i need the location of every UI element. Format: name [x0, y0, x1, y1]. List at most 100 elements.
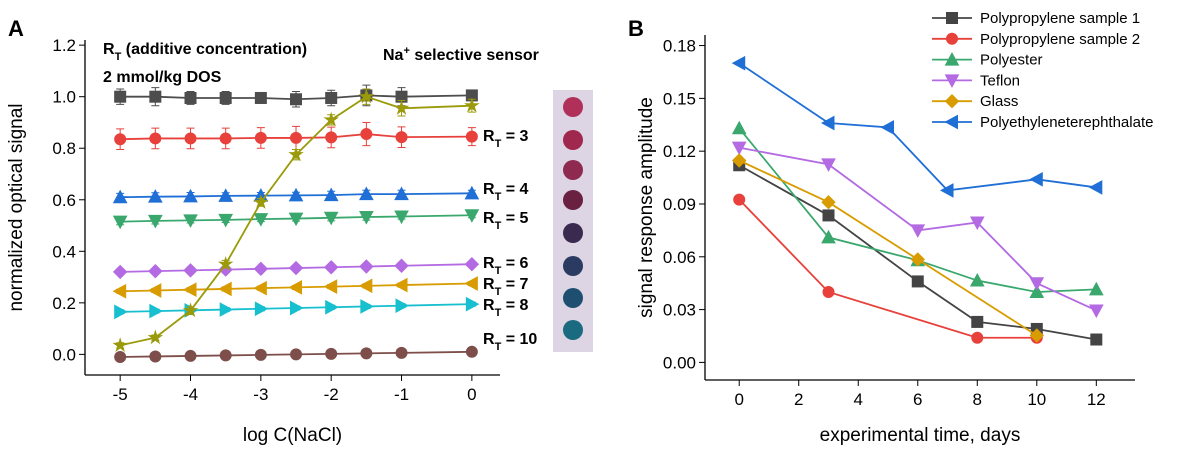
marker	[325, 131, 338, 144]
series-line	[120, 350, 472, 358]
y-tick-label: 0.6	[52, 191, 76, 210]
label-part: T	[495, 286, 502, 298]
marker	[1088, 180, 1103, 195]
marker	[910, 252, 925, 267]
y-tick-label: 0.0	[52, 345, 76, 364]
marker	[254, 131, 267, 144]
marker	[820, 115, 835, 131]
marker	[253, 261, 269, 277]
photo-spot	[563, 97, 583, 117]
marker	[149, 350, 162, 363]
label-part: T	[495, 265, 502, 277]
marker	[394, 258, 409, 273]
marker	[218, 213, 234, 228]
x-tick-label: -1	[394, 385, 409, 404]
marker	[114, 133, 127, 146]
series-line	[120, 303, 472, 313]
rich-label: RT = 4	[483, 181, 529, 203]
y-tick-label: 0.12	[663, 142, 696, 161]
marker	[149, 90, 162, 103]
marker	[731, 120, 747, 135]
label-part: R	[483, 276, 495, 293]
marker	[288, 146, 304, 162]
marker	[112, 283, 127, 299]
marker	[182, 282, 197, 298]
label-part: Na	[383, 47, 404, 64]
photo-spot	[563, 160, 583, 180]
marker	[358, 278, 373, 294]
marker	[969, 216, 985, 231]
marker	[147, 329, 164, 345]
marker	[112, 189, 128, 204]
marker	[254, 301, 269, 317]
marker	[325, 91, 338, 104]
marker	[253, 194, 269, 209]
panel-letter: A	[8, 16, 24, 41]
label-part: T	[495, 138, 502, 150]
label-part: (additive concentration)	[121, 41, 307, 58]
marker	[465, 345, 478, 358]
label-part: T	[115, 51, 122, 63]
photo-spot	[563, 223, 583, 243]
marker	[360, 128, 373, 141]
label-part: = 10	[501, 331, 537, 348]
marker	[183, 188, 198, 203]
x-tick-label: 2	[794, 390, 803, 409]
x-tick-label: 4	[854, 390, 863, 409]
sensor-photo	[553, 90, 593, 352]
label-part: T	[495, 307, 502, 319]
marker	[112, 337, 128, 352]
rich-label: RT = 6	[483, 255, 529, 277]
label-part: = 7	[501, 276, 528, 293]
marker	[464, 185, 480, 200]
label-part: R	[483, 210, 495, 227]
marker	[880, 120, 895, 135]
rich-label: Na+ selective sensor	[383, 45, 539, 64]
marker	[114, 304, 128, 320]
marker	[395, 131, 408, 144]
x-tick-label: -2	[324, 385, 339, 404]
panel-letter: B	[628, 16, 644, 41]
y-axis-title: normalized optical signal	[6, 103, 27, 311]
marker	[253, 280, 267, 296]
marker	[323, 187, 339, 202]
series-line	[738, 62, 1097, 192]
marker	[360, 299, 374, 314]
marker	[465, 296, 480, 312]
series-line	[738, 127, 1097, 293]
legend-marker	[944, 93, 960, 109]
label-part: 2 mmol/kg DOS	[103, 69, 222, 86]
series-line	[738, 198, 1037, 339]
label-part: T	[495, 191, 502, 203]
marker	[464, 209, 480, 223]
x-tick-label: -4	[183, 385, 198, 404]
y-tick-label: 0.15	[663, 89, 696, 108]
marker	[464, 97, 480, 113]
marker	[733, 193, 746, 206]
marker	[394, 210, 409, 225]
legend-marker	[946, 12, 958, 24]
y-tick-label: 0.03	[663, 301, 696, 320]
rich-label: 2 mmol/kg DOS	[103, 69, 222, 86]
marker	[393, 100, 410, 115]
marker	[465, 130, 478, 143]
marker	[147, 283, 162, 298]
marker	[1029, 328, 1045, 343]
marker	[464, 256, 480, 272]
marker	[149, 303, 163, 319]
marker	[183, 214, 198, 228]
rich-label: RT = 10	[483, 331, 537, 353]
x-tick-label: 12	[1087, 390, 1106, 409]
marker	[112, 264, 128, 280]
marker	[217, 256, 234, 271]
marker	[393, 277, 408, 293]
legend-label: Polypropylene sample 1	[980, 10, 1140, 27]
series-line	[120, 94, 472, 101]
marker	[910, 224, 926, 238]
y-tick-label: 0.18	[663, 37, 696, 56]
legend-label: Teflon	[980, 72, 1020, 89]
marker	[1088, 304, 1104, 319]
legend-marker	[946, 32, 958, 45]
legend-label: Polypropylene sample 2	[980, 31, 1140, 48]
label-part: R	[483, 331, 495, 348]
